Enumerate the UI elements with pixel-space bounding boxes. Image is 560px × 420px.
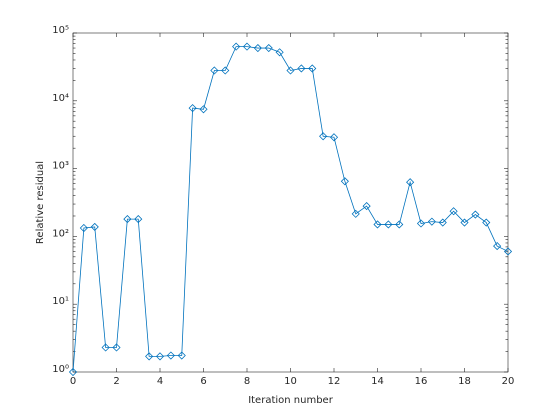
data-marker <box>275 48 284 57</box>
data-marker <box>123 215 132 224</box>
x-tick-label: 10 <box>284 376 297 387</box>
data-marker <box>264 43 273 53</box>
data-marker <box>221 66 230 75</box>
data-marker <box>416 219 426 228</box>
data-marker <box>145 352 154 361</box>
data-marker <box>210 66 219 75</box>
x-tick-label: 16 <box>415 376 428 387</box>
data-marker <box>308 64 317 73</box>
data-marker <box>503 247 513 256</box>
data-marker <box>362 202 371 211</box>
data-marker <box>471 210 480 219</box>
y-axis-label: Relative residual <box>35 161 46 244</box>
data-marker <box>199 105 208 114</box>
data-marker <box>155 352 165 361</box>
data-marker <box>112 343 121 352</box>
data-marker <box>351 209 360 218</box>
data-marker <box>482 218 491 227</box>
y-tick-label: 10⁵ <box>52 25 69 36</box>
data-marker <box>101 343 110 352</box>
x-tick-label: 2 <box>113 376 119 387</box>
data-marker <box>177 351 186 360</box>
data-marker <box>166 351 175 360</box>
plot-area <box>73 33 508 372</box>
data-marker <box>134 215 143 224</box>
data-marker <box>188 104 197 113</box>
data-marker <box>79 223 88 233</box>
x-tick-label: 8 <box>244 376 250 387</box>
x-tick-label: 20 <box>502 376 515 387</box>
data-marker <box>460 218 469 227</box>
data-marker <box>242 42 252 51</box>
x-tick-label: 14 <box>371 376 384 387</box>
data-marker <box>493 242 502 251</box>
data-marker <box>384 220 393 229</box>
y-tick-label: 10² <box>52 228 69 239</box>
data-marker <box>90 222 99 231</box>
data-marker <box>253 43 262 53</box>
y-tick-label: 10⁴ <box>52 93 69 104</box>
data-marker <box>297 64 306 73</box>
data-marker <box>340 177 349 186</box>
data-marker <box>319 132 328 141</box>
x-tick-label: 6 <box>200 376 206 387</box>
data-marker <box>427 217 436 226</box>
x-tick-label: 12 <box>328 376 341 387</box>
data-marker <box>406 178 415 187</box>
y-tick-label: 10¹ <box>52 296 69 307</box>
data-marker <box>286 66 295 75</box>
x-tick-label: 0 <box>70 376 76 387</box>
y-tick-label: 10³ <box>52 161 69 172</box>
data-marker <box>68 367 78 377</box>
data-marker <box>232 42 241 51</box>
x-tick-label: 4 <box>157 376 163 387</box>
x-tick-label: 18 <box>458 376 471 387</box>
data-marker <box>438 218 447 227</box>
data-marker <box>329 133 339 142</box>
data-marker <box>373 220 382 229</box>
data-marker <box>395 220 404 229</box>
x-axis-label: Iteration number <box>248 395 334 406</box>
data-marker <box>449 207 458 216</box>
y-tick-label: 10⁰ <box>52 364 69 375</box>
